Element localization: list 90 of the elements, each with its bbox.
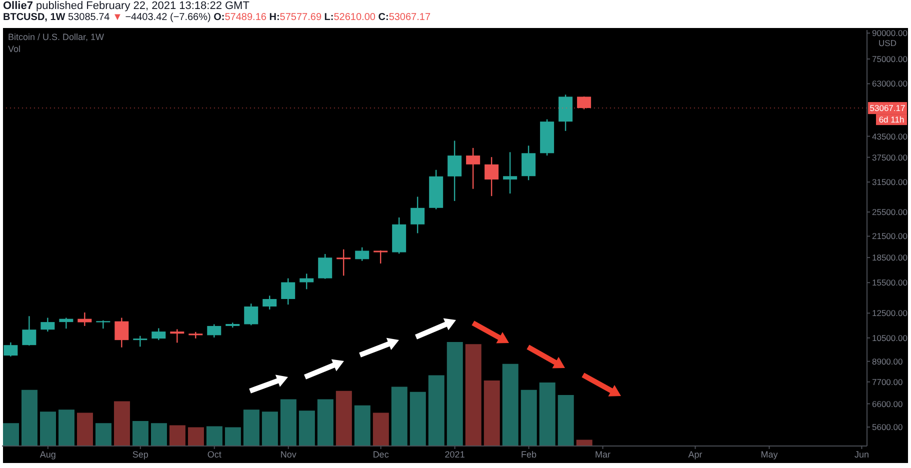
candlestick bbox=[22, 316, 36, 346]
bar bbox=[206, 426, 222, 446]
bar bbox=[446, 342, 463, 446]
candlestick bbox=[503, 152, 518, 194]
annotation: Bitcoin / U.S. Dollar, 1W bbox=[8, 32, 104, 43]
candlestick bbox=[133, 335, 148, 348]
bar bbox=[391, 386, 408, 446]
bar bbox=[484, 380, 500, 446]
candlestick bbox=[96, 320, 110, 330]
candlestick bbox=[448, 140, 462, 202]
y-tick-label: 6600.00 bbox=[872, 398, 903, 409]
bar bbox=[76, 412, 93, 446]
bar bbox=[298, 410, 315, 446]
y-tick-label: 15500.00 bbox=[872, 278, 908, 288]
x-tick-label: Apr bbox=[688, 449, 702, 460]
candlestick bbox=[374, 250, 388, 264]
y-tick-label: 10500.00 bbox=[872, 332, 908, 343]
y-tick-label: 8900.00 bbox=[872, 356, 903, 366]
bar bbox=[280, 399, 296, 446]
candlestick bbox=[152, 328, 166, 341]
candlestick bbox=[40, 317, 55, 332]
candlestick bbox=[244, 303, 258, 326]
bar bbox=[558, 395, 574, 446]
bar bbox=[95, 423, 112, 446]
candlestick bbox=[170, 328, 184, 344]
y-tick-label: 7700.00 bbox=[872, 376, 903, 387]
y-tick-label: 90000.00 bbox=[872, 28, 908, 38]
x-tick-label: May bbox=[760, 449, 778, 460]
candlestick bbox=[4, 342, 18, 358]
x-tick-label: Oct bbox=[207, 449, 222, 460]
candlestick bbox=[281, 278, 296, 306]
x-tick-label: Sep bbox=[132, 449, 148, 460]
y-tick-label: 43500.00 bbox=[872, 131, 908, 142]
candlestick bbox=[577, 96, 592, 110]
bar bbox=[243, 410, 260, 446]
candlestick bbox=[59, 317, 74, 330]
text: BTCUSD, 1W 53085.74 ▼ −4403.42 (−7.66%) O:57489.16 H:57577.69 L:52610.00 C:53067.17 bbox=[3, 12, 431, 23]
bar bbox=[21, 390, 38, 446]
y-tick-label: 75000.00 bbox=[872, 54, 908, 64]
bar bbox=[539, 382, 556, 446]
bar bbox=[520, 390, 537, 446]
ref-line-label: 53067.17 bbox=[870, 103, 906, 114]
y-tick-label: 25500.00 bbox=[872, 207, 908, 218]
bar bbox=[372, 412, 389, 446]
x-tick-label: Nov bbox=[280, 449, 297, 460]
candlestick bbox=[522, 145, 536, 181]
candlestick bbox=[207, 324, 222, 338]
bar bbox=[188, 427, 204, 446]
candlestick bbox=[262, 295, 277, 310]
text: 6d 11h bbox=[878, 114, 904, 125]
candlestick bbox=[410, 196, 425, 234]
bar bbox=[150, 423, 167, 446]
bar bbox=[336, 390, 352, 446]
candlestick bbox=[466, 147, 480, 190]
bar bbox=[2, 423, 19, 446]
bar bbox=[317, 399, 334, 446]
y-tick-label: 12500.00 bbox=[872, 308, 908, 318]
chart-title: Vol bbox=[8, 44, 20, 55]
x-tick-label: Aug bbox=[40, 449, 56, 460]
bar bbox=[262, 412, 278, 446]
bar bbox=[132, 421, 148, 446]
x-tick-label: 2021 bbox=[444, 449, 465, 460]
candlestick bbox=[78, 312, 92, 327]
x-tick-label: Jun bbox=[854, 449, 869, 460]
y-axis-title: USD bbox=[878, 38, 898, 48]
candlestick bbox=[114, 317, 129, 348]
bar bbox=[114, 401, 130, 446]
y-tick-label: 31500.00 bbox=[872, 177, 908, 188]
candlestick bbox=[355, 246, 370, 262]
bar bbox=[428, 375, 444, 446]
y-tick-label: 5600.00 bbox=[872, 422, 903, 432]
x-tick-label: Mar bbox=[595, 449, 611, 460]
bar bbox=[40, 412, 56, 446]
x-tick-label: Feb bbox=[521, 449, 537, 460]
bar bbox=[224, 427, 241, 446]
x-tick-label: Dec bbox=[372, 449, 390, 460]
y-tick-label: 18500.00 bbox=[872, 252, 908, 263]
candlestick bbox=[318, 253, 332, 280]
y-tick-label: 63000.00 bbox=[872, 78, 908, 89]
y-tick-label: 21500.00 bbox=[872, 231, 908, 242]
y-tick-label: 37500.00 bbox=[872, 152, 908, 162]
bar bbox=[58, 410, 74, 446]
candlestick bbox=[484, 156, 499, 197]
bar bbox=[169, 425, 186, 446]
bar bbox=[410, 392, 426, 446]
bar bbox=[354, 405, 370, 446]
bar bbox=[502, 364, 518, 446]
chart-title: Ollie7 published February 22, 2021 13:18:22 GMT bbox=[3, 0, 250, 12]
candlestick bbox=[336, 248, 351, 276]
candlestick bbox=[300, 273, 314, 290]
